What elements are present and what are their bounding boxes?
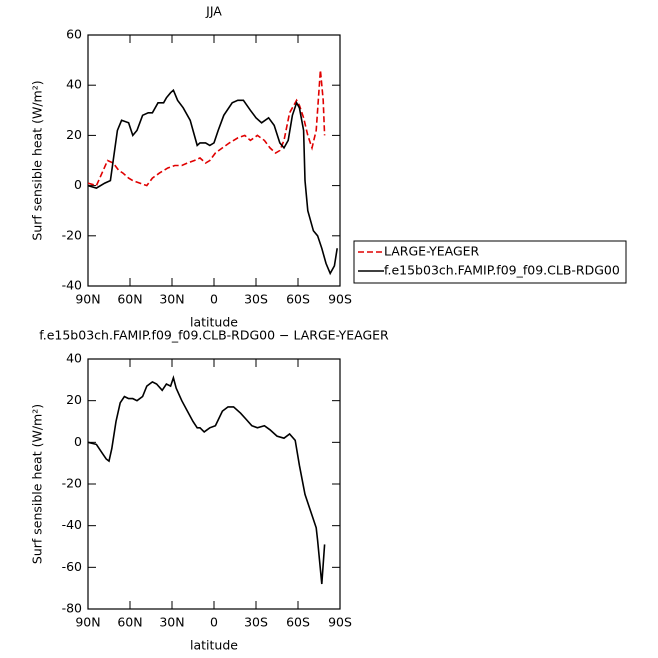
- y-tick-label: 40: [66, 77, 82, 92]
- x-tick-label: 60S: [286, 292, 310, 307]
- y-tick-label: 20: [66, 127, 82, 142]
- x-axis-label: latitude: [190, 638, 238, 653]
- y-tick-label: -80: [62, 601, 82, 616]
- x-tick-label: 30N: [159, 292, 184, 307]
- chart-title: f.e15b03ch.FAMIP.f09_f09.CLB-RDG00 − LAR…: [39, 328, 389, 343]
- x-tick-label: 90S: [328, 615, 352, 630]
- x-tick-label: 60N: [117, 292, 142, 307]
- legend-box: [353, 240, 627, 284]
- data-line: [87, 375, 326, 585]
- y-tick-label: 40: [66, 351, 82, 366]
- data-line: [87, 70, 326, 187]
- y-tick-label: -20: [62, 227, 82, 242]
- data-line: [87, 88, 338, 276]
- y-tick-label: -60: [62, 559, 82, 574]
- x-tick-label: 90N: [75, 292, 100, 307]
- y-tick-label: -20: [62, 476, 82, 491]
- x-tick-label: 60S: [286, 615, 310, 630]
- y-tick-label: 0: [74, 434, 82, 449]
- plot-frame: [87, 34, 341, 287]
- x-tick-label: 0: [210, 292, 218, 307]
- x-tick-label: 60N: [117, 615, 142, 630]
- y-tick-label: -40: [62, 278, 82, 293]
- y-tick-label: 20: [66, 392, 82, 407]
- x-tick-label: 30N: [159, 615, 184, 630]
- y-tick-label: -40: [62, 517, 82, 532]
- x-tick-label: 90N: [75, 615, 100, 630]
- chart-title: JJA: [205, 4, 222, 19]
- y-axis-label: Surf sensible heat (W/m²): [30, 80, 45, 240]
- y-axis-label: Surf sensible heat (W/m²): [30, 404, 45, 564]
- x-tick-label: 30S: [244, 615, 268, 630]
- y-tick-label: 60: [66, 27, 82, 42]
- x-tick-label: 90S: [328, 292, 352, 307]
- legend-label: LARGE-YEAGER: [384, 244, 480, 259]
- y-tick-label: 0: [74, 177, 82, 192]
- x-axis-label: latitude: [190, 315, 238, 330]
- legend-label: f.e15b03ch.FAMIP.f09_f09.CLB-RDG00: [384, 263, 620, 278]
- x-tick-label: 0: [210, 615, 218, 630]
- plot-frame: [87, 358, 341, 610]
- x-tick-label: 30S: [244, 292, 268, 307]
